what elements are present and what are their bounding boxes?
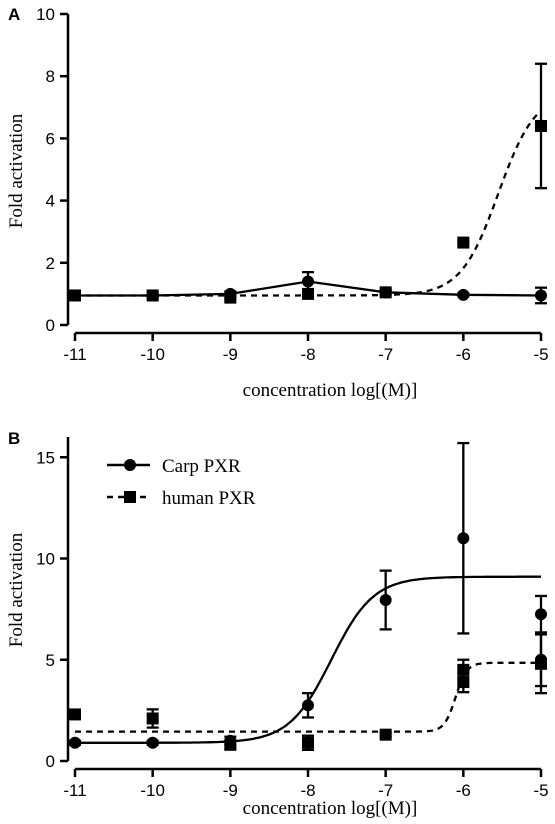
panel-b-y-axis-title: Fold activation [6,532,27,647]
panel-a-y-axis-title: Fold activation [6,113,27,228]
legend-human-label: human PXR [162,488,256,509]
series-1-point [535,657,547,670]
y-tick-label: 15 [36,448,55,467]
series-1-point [69,708,81,721]
x-tick-label: -6 [456,345,471,364]
panel-a-x-axis-title: concentration log[(M)] [243,380,418,401]
series-0-point [302,699,314,712]
series-0-point [379,594,392,607]
panel-b: B 0 5 10 15 -11 -10 -9 -8 -7 -6 -5 concentration … [6,429,549,819]
panel-b-legend: Carp PXR human PXR [107,456,256,509]
panel-a-plot-area [69,62,547,305]
panel-b-x-axis-title: concentration log[(M)] [243,798,418,819]
series-0-point [535,608,547,621]
panel-b-plot-area [69,441,547,752]
series-0-point [302,275,314,288]
y-tick-label: 5 [46,651,55,670]
series-1-point [224,291,237,304]
series-0-point [69,736,81,749]
series-0-point [457,532,470,545]
y-tick-label: 10 [36,5,55,24]
series-0-point [146,736,159,749]
x-tick-label: -5 [533,781,548,800]
series-1-point [69,289,81,302]
y-tick-label: 4 [46,192,55,211]
series-1-point [224,738,237,751]
panel-a-letter: A [8,5,20,24]
panel-b-letter: B [8,429,20,448]
series-1-point [146,289,159,302]
panel-a-x-axis: -11 -10 -9 -8 -7 -6 -5 [63,331,549,364]
series-1-point [535,119,547,132]
series-1-point [302,736,314,749]
x-tick-label: -10 [140,781,165,800]
series-0-point [457,288,470,301]
series-1-point [146,712,159,725]
series-0-point [535,289,547,302]
y-tick-label: 0 [46,752,55,771]
x-tick-label: -11 [63,345,86,364]
x-tick-label: -9 [223,781,238,800]
series-1-point [457,663,470,676]
series-1-point [302,287,314,300]
x-tick-label: -8 [300,345,315,364]
y-tick-label: 0 [46,316,55,335]
y-tick-label: 2 [46,254,55,273]
series-1-point [379,286,392,299]
x-tick-label: -8 [300,781,315,800]
x-tick-label: -6 [456,781,471,800]
y-tick-label: 10 [36,550,55,569]
x-tick-label: -11 [63,781,86,800]
series-1-line [75,109,542,297]
legend-human-marker [124,491,136,503]
panel-a-y-axis: 0 2 4 6 8 10 [36,5,70,335]
legend-carp-marker [124,459,136,471]
x-tick-label: -10 [140,345,165,364]
y-tick-label: 6 [46,129,55,148]
legend-carp-label: Carp PXR [162,456,241,477]
panel-b-x-axis: -11 -10 -9 -8 -7 -6 -5 [63,767,549,800]
x-tick-label: -7 [378,345,393,364]
x-tick-label: -7 [378,781,393,800]
x-tick-label: -9 [223,345,238,364]
panel-a: A 0 2 4 6 8 10 -11 -10 -9 -8 -7 -6 -5 concentration… [6,5,549,401]
series-1-point [457,236,470,249]
panel-b-y-axis: 0 5 10 15 [36,437,70,771]
series-1-point [379,728,392,741]
x-tick-label: -5 [533,345,548,364]
y-tick-label: 8 [46,67,55,86]
